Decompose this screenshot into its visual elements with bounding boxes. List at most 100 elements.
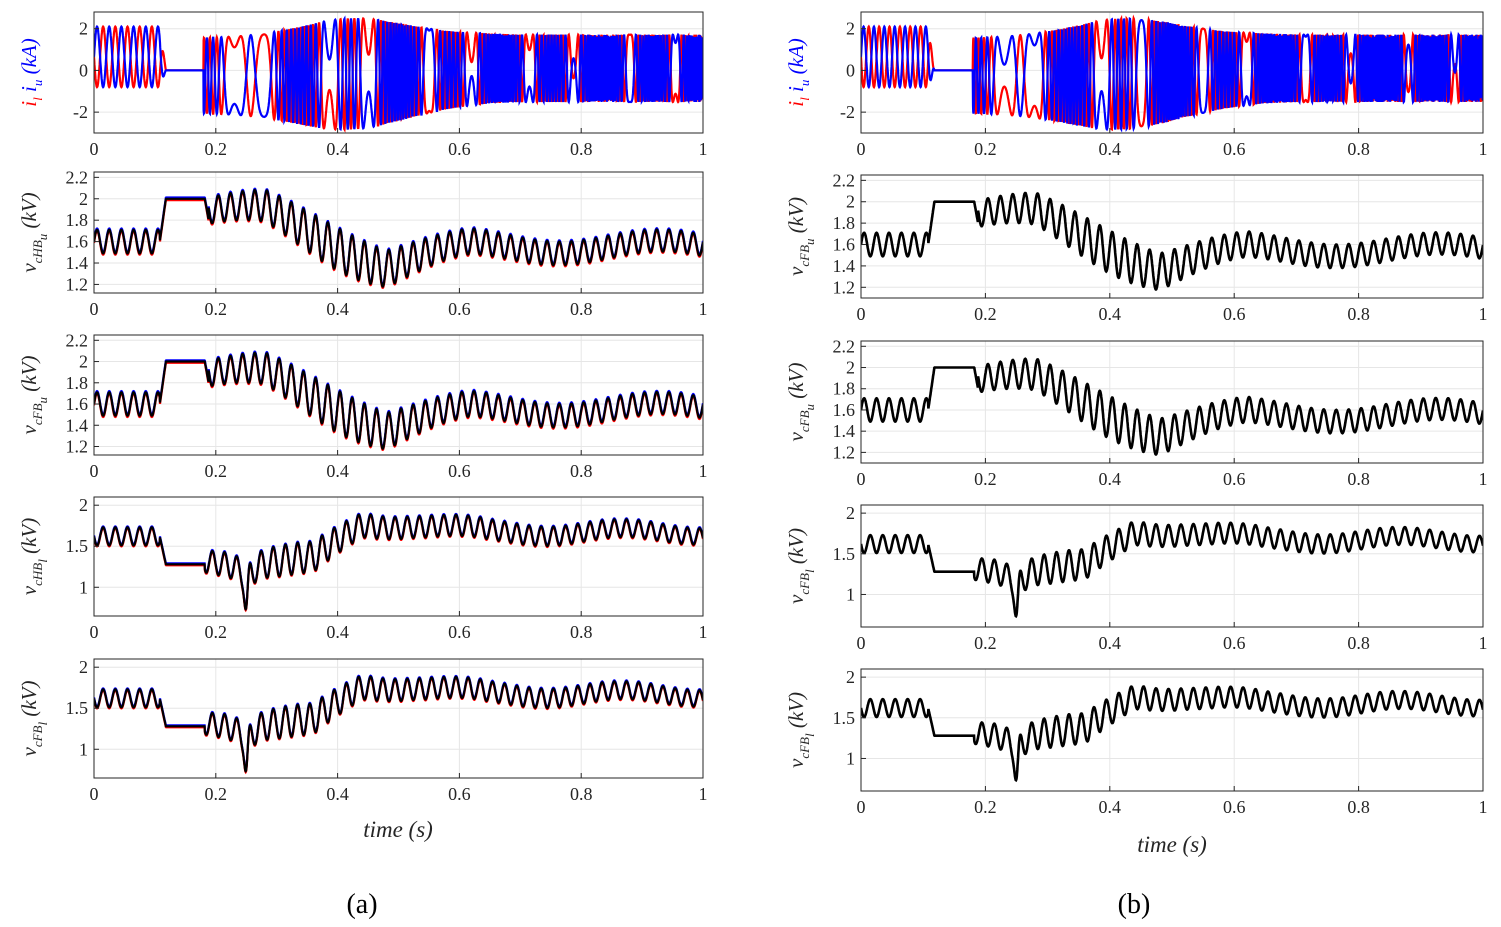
x-tick-label: 1 [1479, 469, 1488, 489]
x-tick-label: 1 [1479, 633, 1488, 653]
series-line-blue [94, 187, 703, 287]
y-tick-label: 1.2 [66, 437, 89, 457]
y-tick-label: 2.2 [833, 170, 856, 190]
series-line-black [861, 191, 1483, 292]
x-tick-label: 0.8 [1347, 633, 1370, 653]
x-tick-label: 0 [857, 139, 866, 159]
x-tick-label: 0.2 [205, 139, 228, 159]
x-tick-label: 0.6 [1223, 139, 1246, 159]
x-tick-label: 0.6 [448, 622, 471, 642]
x-tick-label: 0.2 [974, 469, 997, 489]
y-axis-label-part: cFB [797, 573, 812, 595]
y-tick-label: 2.2 [66, 330, 89, 350]
x-tick-label: 0.8 [570, 622, 593, 642]
y-axis-label-part: (kV) [17, 518, 41, 559]
x-tick-label: 0.8 [570, 139, 593, 159]
subplot-a-4: 0 0.2 0.4 0.6 0.8 1 1 1.5 2 vcHBl (kV) [17, 495, 708, 642]
y-tick-label: 2.2 [66, 167, 89, 187]
x-tick-label: 0.2 [974, 139, 997, 159]
y-axis-label: vcHBu (kV) [17, 192, 50, 272]
axes-box [860, 340, 1484, 464]
y-tick-label: 0 [79, 60, 88, 80]
y-axis-label-part: v [784, 758, 808, 768]
y-tick-label: -2 [840, 102, 855, 122]
y-axis-label: vcHBl (kV) [17, 518, 50, 595]
y-axis-label-part: l [30, 97, 45, 101]
y-tick-label: 1.6 [833, 235, 856, 255]
y-tick-label: 1.8 [833, 379, 856, 399]
y-axis-label-part: l [35, 559, 50, 563]
y-tick-label: 1.6 [66, 232, 89, 252]
axes-box [93, 11, 704, 134]
axes-box [93, 658, 704, 779]
x-tick-label: 0.8 [1347, 139, 1370, 159]
y-tick-label: 2 [846, 192, 855, 212]
x-tick-label: 0.2 [205, 622, 228, 642]
y-tick-label: 1.2 [833, 442, 856, 462]
x-tick-label: 0.8 [570, 299, 593, 319]
y-tick-label: 1.4 [66, 415, 89, 435]
x-tick-label: 0.8 [570, 784, 593, 804]
y-axis-label: vcFBl (kV) [784, 528, 817, 604]
x-tick-label: 0.4 [1099, 139, 1122, 159]
y-axis-label-part: l [802, 569, 817, 573]
x-tick-label: 0.6 [1223, 469, 1246, 489]
x-tick-label: 1 [699, 461, 708, 481]
y-tick-label: 1 [79, 739, 88, 759]
y-axis-label-part: l [802, 733, 817, 737]
x-tick-label: 0 [90, 299, 99, 319]
y-axis-label-part: (kV) [784, 363, 808, 404]
x-tick-label: 0 [857, 797, 866, 817]
y-tick-label: 1.2 [66, 274, 89, 294]
y-axis-label-part: l [797, 97, 812, 101]
y-tick-label: 2 [79, 189, 88, 209]
y-axis-label: vcFBu (kV) [17, 356, 50, 435]
caption-a: (a) [346, 889, 377, 920]
x-tick-label: 0.4 [1099, 797, 1122, 817]
y-tick-label: 2 [79, 495, 88, 515]
y-axis-label-part: (kV) [17, 192, 41, 233]
x-tick-label: 0.6 [448, 784, 471, 804]
x-tick-label: 0.4 [326, 622, 349, 642]
y-axis-label-part: cFB [797, 737, 812, 759]
y-tick-label: 1.4 [66, 253, 89, 273]
series-line-black [861, 685, 1483, 783]
x-tick-label: 0.4 [326, 299, 349, 319]
x-tick-label: 0.2 [974, 304, 997, 324]
x-tick-label: 0.4 [326, 784, 349, 804]
y-tick-label: 1.6 [66, 394, 89, 414]
y-tick-label: 1.5 [833, 544, 856, 564]
x-axis-label-a: time (s) [363, 817, 433, 842]
x-tick-label: 0.4 [1099, 304, 1122, 324]
x-tick-label: 1 [699, 784, 708, 804]
y-axis-label-part: (kA) [784, 38, 808, 79]
y-axis-label-part: v [784, 594, 808, 604]
y-axis-label-part: (kV) [17, 356, 41, 397]
x-tick-label: 0 [90, 784, 99, 804]
x-tick-label: 0.2 [205, 784, 228, 804]
y-axis-label-part: v [17, 263, 41, 273]
y-tick-label: 2 [79, 352, 88, 372]
axes-box [860, 668, 1484, 792]
y-axis-label: il iu (kA) [17, 38, 45, 106]
y-axis-label-part: u [802, 403, 817, 410]
x-tick-label: 0 [90, 461, 99, 481]
x-tick-label: 0.8 [1347, 469, 1370, 489]
y-tick-label: 1 [846, 748, 855, 768]
y-axis-label-part: cFB [797, 410, 812, 432]
y-tick-label: 2 [846, 503, 855, 523]
y-axis-label-part: cHB [30, 240, 45, 263]
x-tick-label: 0.8 [570, 461, 593, 481]
x-tick-label: 0.6 [448, 139, 471, 159]
x-tick-label: 0.2 [974, 633, 997, 653]
y-axis-label-part: (kV) [784, 197, 808, 238]
series-line-black [94, 351, 703, 451]
y-axis-label-part: i [17, 86, 41, 97]
x-tick-label: 0 [857, 304, 866, 324]
series-line-black [94, 188, 703, 288]
x-tick-label: 0.6 [1223, 797, 1246, 817]
y-axis-label-part: l [35, 722, 50, 726]
